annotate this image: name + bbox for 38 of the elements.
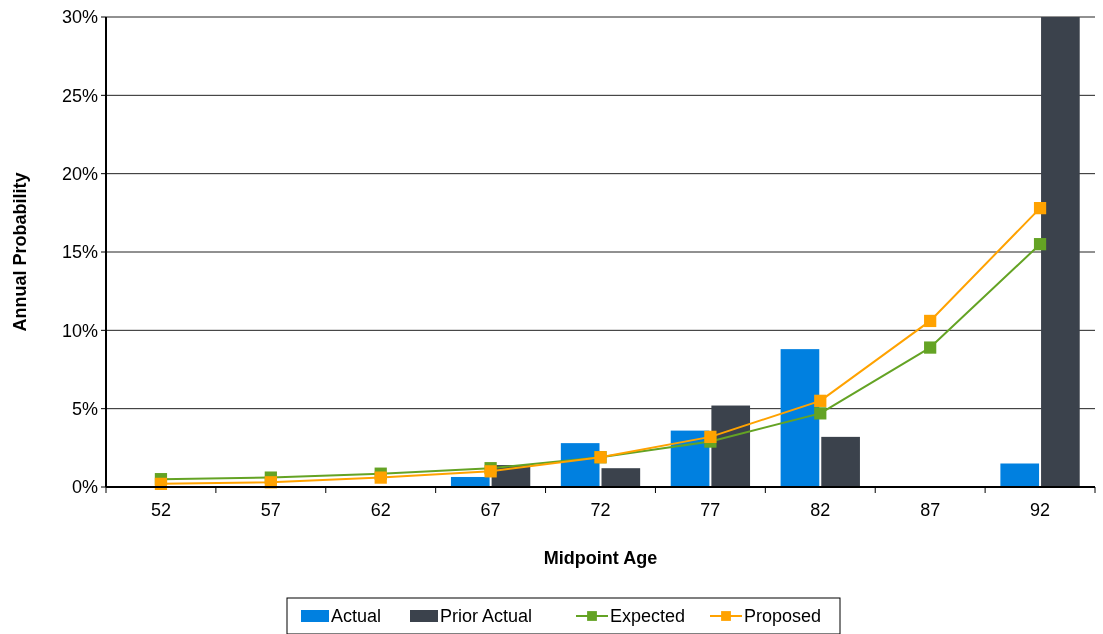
x-tick-label: 57 <box>260 500 281 520</box>
bar <box>711 405 751 487</box>
point <box>924 314 937 328</box>
point <box>1033 202 1047 215</box>
point <box>814 394 827 407</box>
y-tick-label: 15% <box>61 242 98 263</box>
bar <box>601 468 641 487</box>
y-tick-label: 5% <box>71 398 98 419</box>
y-tick-label: 25% <box>61 85 98 106</box>
legend-label: Expected <box>610 606 686 627</box>
x-tick-label: 72 <box>590 500 611 520</box>
x-tick-label: 77 <box>700 500 721 520</box>
point <box>924 341 937 354</box>
y-tick-label: 10% <box>61 320 98 341</box>
legend-label: Prior Actual <box>440 606 533 627</box>
bar <box>821 436 860 487</box>
y-tick-label: 30% <box>61 7 98 28</box>
bar <box>1000 463 1040 487</box>
x-tick-label: 82 <box>810 500 831 520</box>
x-tick-label: 92 <box>1030 500 1051 520</box>
x-axis-title: Midpoint Age <box>543 548 658 568</box>
point <box>704 430 717 443</box>
x-tick-label: 67 <box>480 500 501 520</box>
legend-label: Proposed <box>744 606 822 627</box>
point <box>1033 238 1047 251</box>
y-axis-title: Annual Probability <box>10 172 30 332</box>
x-tick-label: 62 <box>370 500 391 520</box>
x-tick-label: 87 <box>920 500 941 520</box>
legend-label: Actual <box>331 606 382 627</box>
bar <box>450 476 490 487</box>
point <box>374 471 387 484</box>
bar <box>780 349 820 487</box>
y-tick-label: 20% <box>61 163 98 184</box>
bar <box>1041 17 1080 487</box>
x-tick-label: 52 <box>150 500 171 520</box>
point <box>814 407 827 420</box>
y-tick-label: 0% <box>71 477 98 498</box>
bar <box>560 443 600 487</box>
